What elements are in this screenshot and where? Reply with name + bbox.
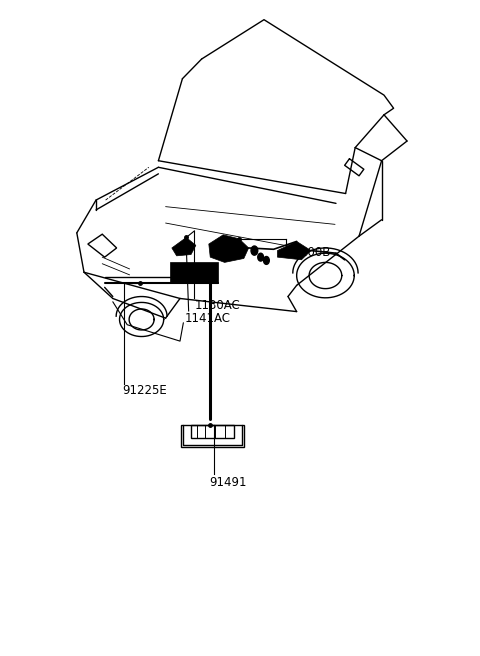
Circle shape <box>264 256 269 264</box>
Circle shape <box>251 246 258 255</box>
Polygon shape <box>277 241 311 260</box>
Text: 91225E: 91225E <box>122 384 167 397</box>
Text: 91491: 91491 <box>209 476 246 489</box>
Polygon shape <box>170 262 218 283</box>
Polygon shape <box>209 235 249 262</box>
Circle shape <box>258 253 264 261</box>
Text: 1141AC: 1141AC <box>185 312 231 325</box>
Text: 91200B: 91200B <box>286 246 331 259</box>
Polygon shape <box>172 237 196 256</box>
Text: 1130AC: 1130AC <box>194 298 240 312</box>
